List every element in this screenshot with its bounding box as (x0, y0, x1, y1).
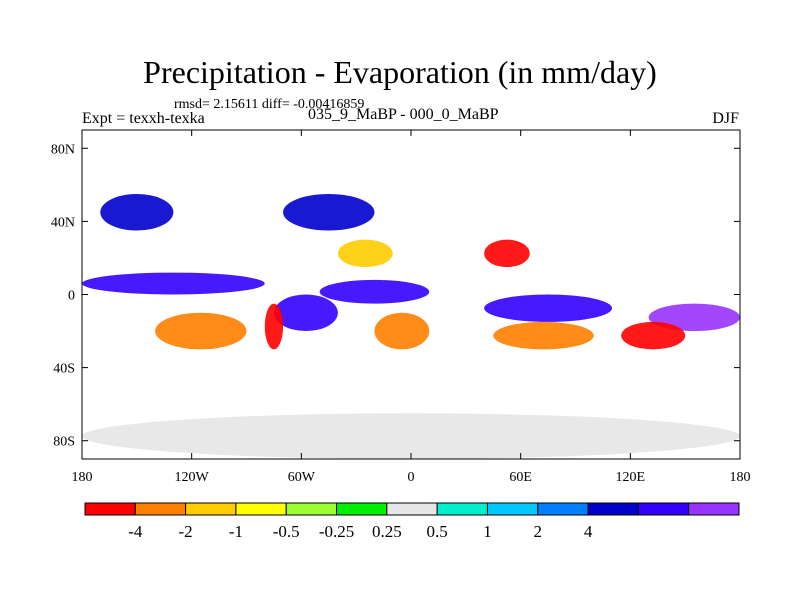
region-southeast-pacific-dry (155, 312, 247, 350)
colorbar-swatch (436, 502, 488, 516)
region-australia-dry (621, 321, 686, 350)
region-itcz-atlantic (319, 279, 430, 304)
colorbar-swatch (386, 502, 438, 516)
region-indian-ocean-warm-pool (484, 294, 613, 322)
region-west-pacific-warm-pool (648, 303, 740, 332)
y-tick-label: 0 (68, 289, 75, 304)
colorbar: -4 -2 -1 -0.5 -0.25 0.25 0.5 1 2 4 (84, 502, 740, 541)
colorbar-label: -0.5 (273, 522, 300, 541)
colorbar-label: 4 (584, 522, 593, 541)
x-tick-label: 0 (408, 470, 415, 485)
colorbar-label: 2 (534, 522, 543, 541)
region-arabia-dry (484, 239, 530, 268)
colorbar-swatch (84, 502, 136, 516)
x-tick-label: 60E (509, 470, 532, 485)
region-south-indian-dry (493, 321, 594, 350)
colorbar-label: 0.5 (427, 522, 448, 541)
region-antarctica (82, 413, 740, 459)
experiment-subtitle: 035_9_MaBP - 000_0_MaBP (308, 106, 499, 123)
x-tick-label: 60W (288, 470, 316, 485)
colorbar-swatch (537, 502, 589, 516)
x-axis: 180 120W 60W 0 60E 120E 180 (72, 130, 751, 485)
colorbar-label: 1 (483, 522, 492, 541)
colorbar-swatch (688, 502, 740, 516)
experiment-label: Expt = texxh-texka (82, 110, 205, 127)
colorbar-swatch (486, 502, 539, 516)
colorbar-label: 0.25 (372, 522, 402, 541)
region-south-america-dry-coast (264, 303, 284, 350)
colorbar-label: -0.25 (319, 522, 354, 541)
colorbar-swatch (134, 502, 187, 516)
x-tick-label: 120W (175, 470, 210, 485)
colorbar-swatch (637, 502, 690, 516)
colorbar-swatch (587, 502, 639, 516)
colorbar-swatch (235, 502, 287, 516)
colorbar-label: -4 (128, 522, 143, 541)
chart-title: Precipitation - Evaporation (in mm/day) (143, 54, 657, 90)
region-north-pacific-storm-track (100, 193, 174, 231)
colorbar-swatch (185, 502, 237, 516)
x-tick-label: 120E (616, 470, 646, 485)
season-label: DJF (712, 110, 739, 127)
colorbar-label: -2 (179, 522, 193, 541)
rmsd-diff-stats: rmsd= 2.15611 diff= -0.00416859 (174, 97, 365, 112)
y-tick-label: 80N (51, 142, 75, 157)
y-tick-label: 40S (53, 362, 75, 377)
colorbar-swatch (336, 502, 388, 516)
x-tick-label: 180 (72, 470, 93, 485)
region-north-atlantic-dry-subtropics (337, 239, 393, 268)
region-north-atlantic-storm-track (283, 193, 375, 231)
region-southeast-atlantic-dry (374, 312, 430, 350)
region-amazon-wet (273, 294, 338, 332)
y-axis: 80N 40N 0 40S 80S (51, 142, 740, 450)
x-tick-label: 180 (730, 470, 751, 485)
y-tick-label: 80S (53, 435, 75, 450)
region-itcz-pacific (82, 272, 265, 295)
plot-area (82, 130, 740, 459)
colorbar-swatch (285, 502, 338, 516)
colorbar-label: -1 (229, 522, 243, 541)
y-tick-label: 40N (51, 215, 75, 230)
